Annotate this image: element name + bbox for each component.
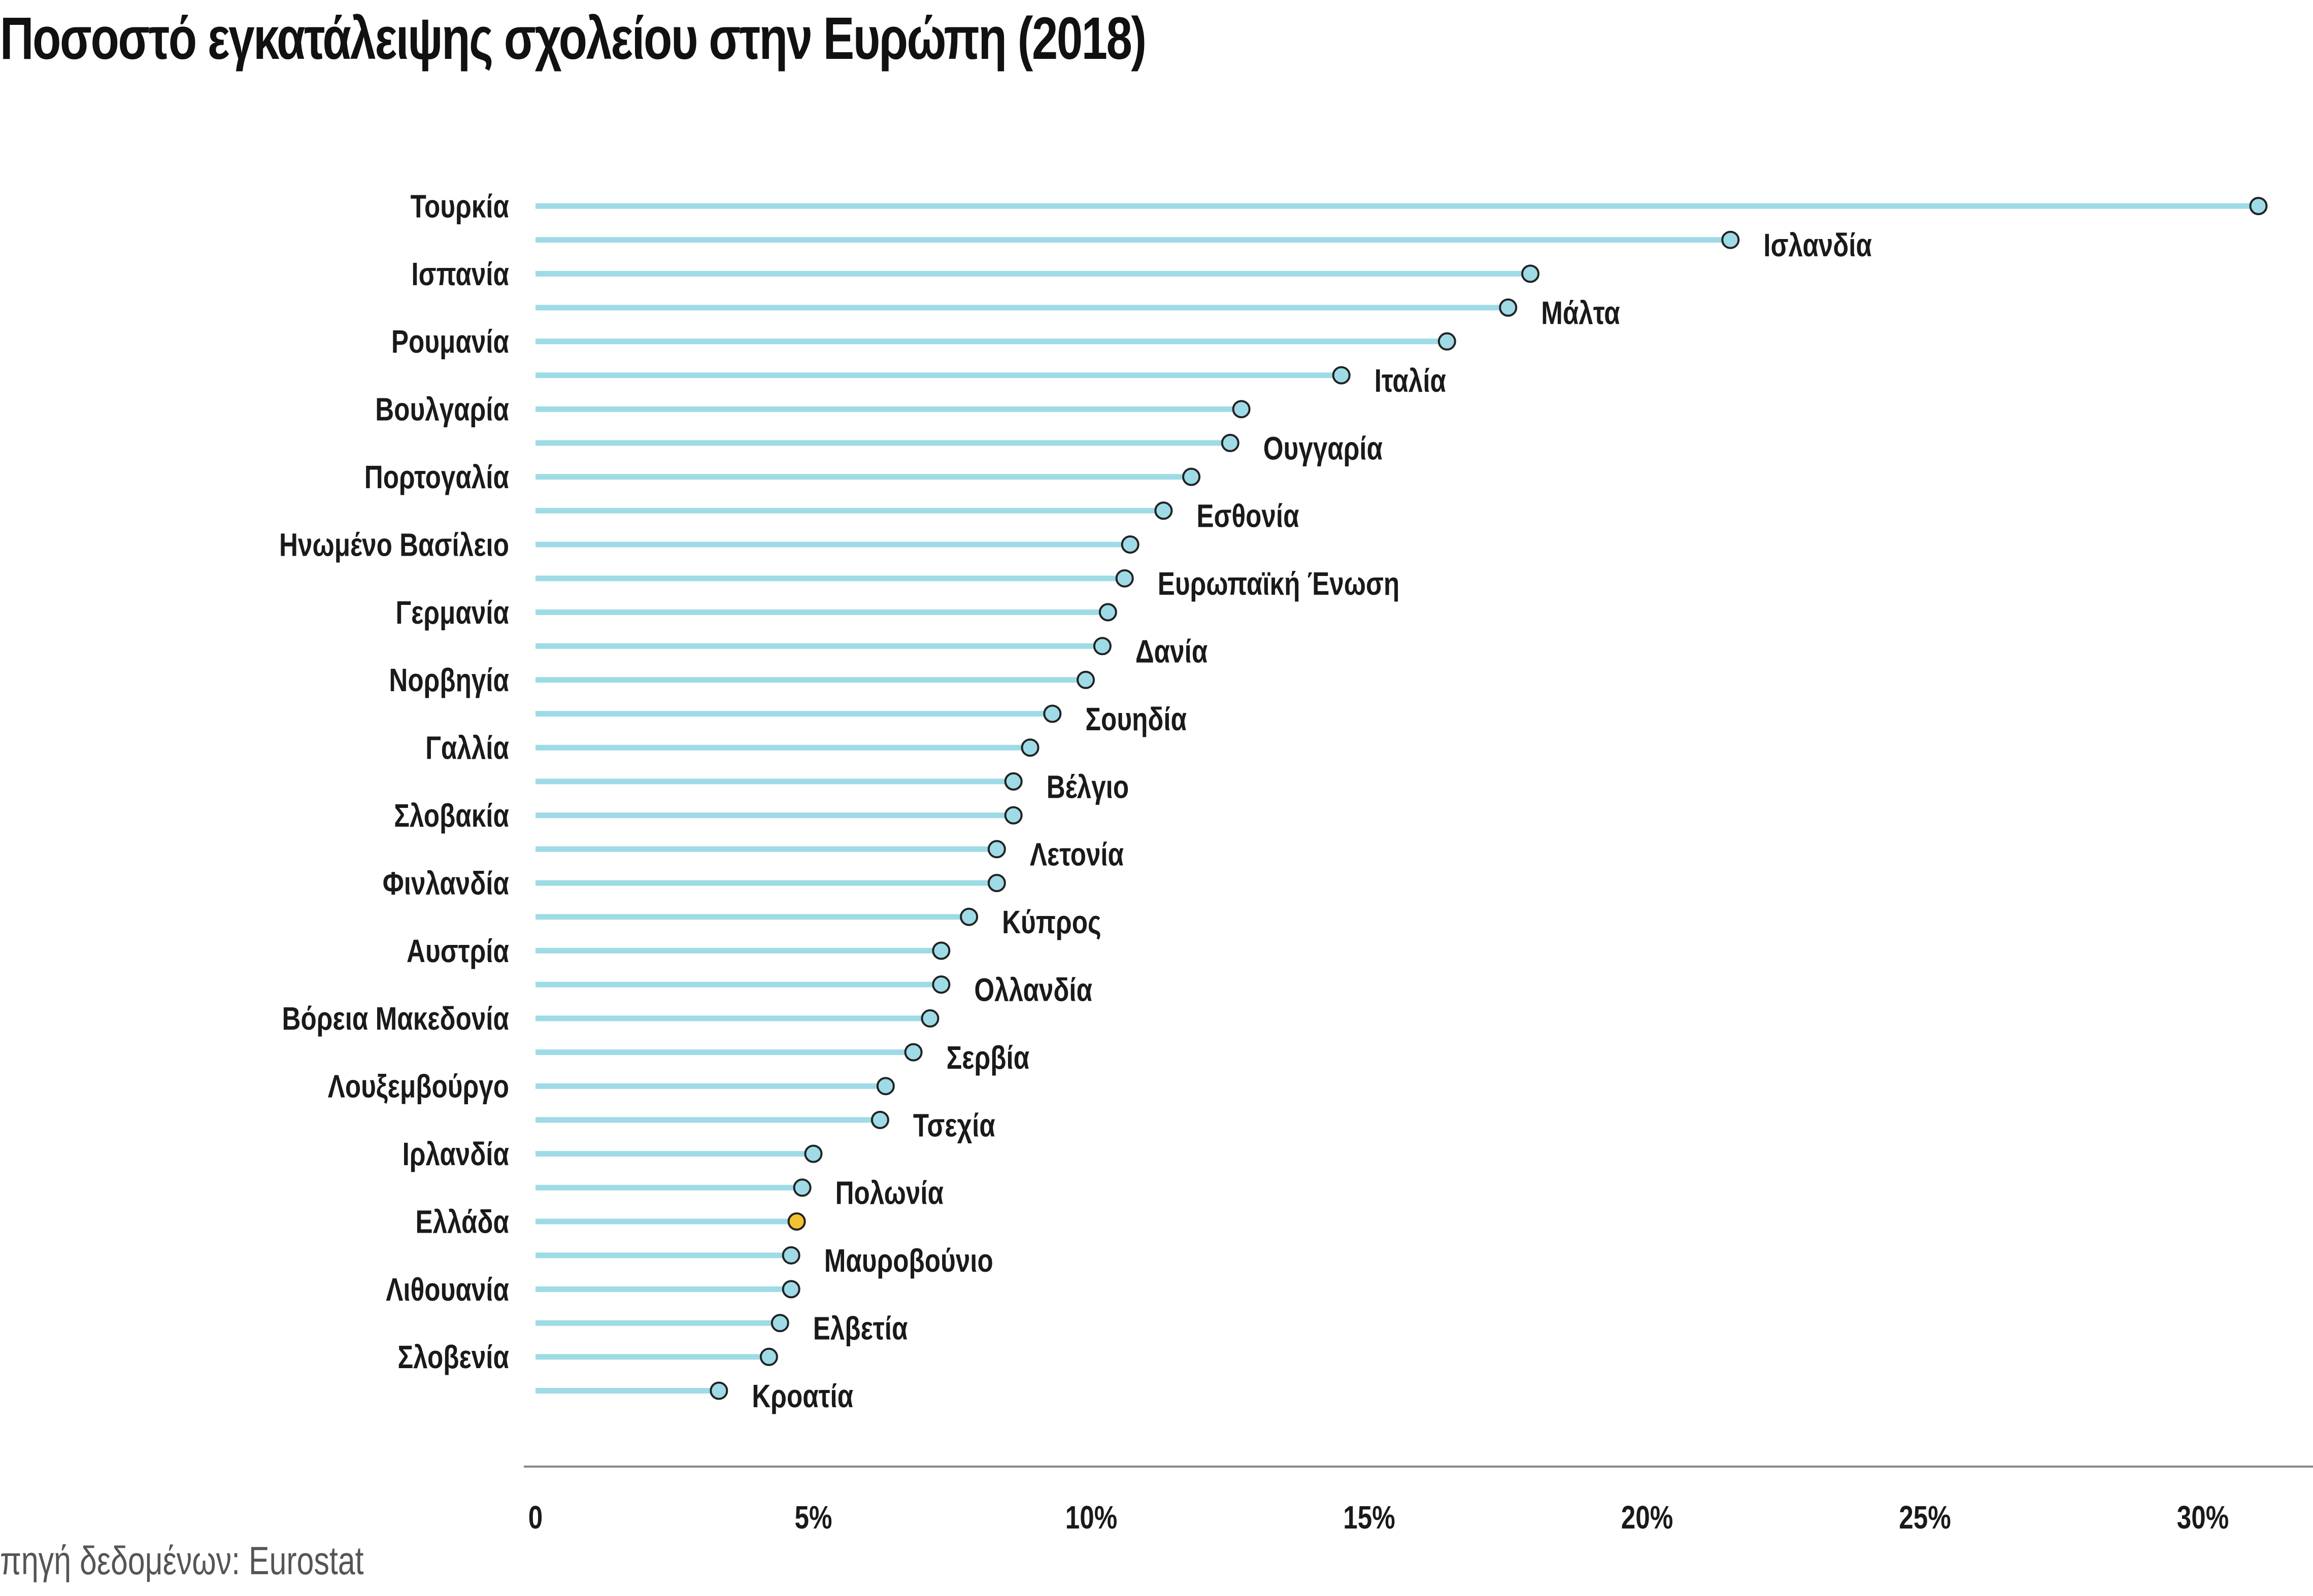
category-label-19: Λετονία xyxy=(1030,837,1124,873)
category-label-4: Ρουμανία xyxy=(391,324,509,360)
point-23 xyxy=(932,975,951,994)
x-tick-label-3: 15% xyxy=(1343,1500,1395,1536)
category-label-34: Σλοβενία xyxy=(397,1340,509,1376)
category-label-22: Αυστρία xyxy=(407,933,509,969)
category-label-20: Φινλανδία xyxy=(383,866,510,902)
point-30 xyxy=(787,1212,806,1231)
point-3 xyxy=(1499,298,1518,317)
category-label-1: Ισλανδία xyxy=(1763,228,1872,264)
x-tick-label-6: 30% xyxy=(2177,1500,2229,1536)
point-24 xyxy=(921,1009,940,1028)
point-4 xyxy=(1437,332,1456,351)
category-label-0: Τουρκία xyxy=(411,189,510,225)
point-26 xyxy=(876,1077,895,1096)
x-tick-label-5: 25% xyxy=(1899,1500,1951,1536)
x-axis-ticks: 0 5% 10% 15% 20% 25% 30% xyxy=(528,1500,2229,1536)
category-label-2: Ισπανία xyxy=(411,256,509,292)
category-label-26: Λουξεμβούργο xyxy=(328,1069,509,1105)
stems-layer xyxy=(535,203,2259,1394)
point-21 xyxy=(960,907,979,926)
point-17 xyxy=(1004,772,1023,791)
category-label-5: Ιταλία xyxy=(1375,363,1447,399)
chart-title: Ποσοστό εγκατάλειψης σχολείου στην Ευρώπ… xyxy=(0,5,1147,72)
point-7 xyxy=(1221,433,1239,452)
point-27 xyxy=(870,1110,889,1129)
point-32 xyxy=(782,1280,800,1299)
point-33 xyxy=(770,1314,789,1333)
point-8 xyxy=(1182,467,1201,486)
x-tick-label-2: 10% xyxy=(1065,1500,1117,1536)
point-31 xyxy=(782,1246,800,1265)
category-label-24: Βόρεια Μακεδονία xyxy=(282,1001,510,1037)
category-label-9: Εσθονία xyxy=(1196,498,1299,534)
point-16 xyxy=(1021,738,1040,757)
category-label-27: Τσεχία xyxy=(913,1108,995,1144)
category-label-11: Ευρωπαϊκή Ένωση xyxy=(1158,566,1400,602)
dots-layer xyxy=(710,197,2268,1400)
category-label-35: Κροατία xyxy=(752,1379,853,1415)
point-6 xyxy=(1232,400,1251,419)
x-tick-label-4: 20% xyxy=(1621,1500,1673,1536)
category-label-15: Σουηδία xyxy=(1085,702,1187,738)
point-0 xyxy=(2249,197,2268,215)
category-label-29: Πολωνία xyxy=(835,1175,944,1211)
category-label-12: Γερμανία xyxy=(395,595,509,631)
point-22 xyxy=(932,941,951,960)
point-28 xyxy=(804,1144,823,1163)
point-11 xyxy=(1115,569,1134,588)
category-label-32: Λιθουανία xyxy=(386,1272,509,1308)
category-label-18: Σλοβακία xyxy=(394,798,509,834)
point-20 xyxy=(987,874,1006,892)
category-label-10: Ηνωμένο Βασίλειο xyxy=(279,527,509,563)
point-35 xyxy=(710,1381,728,1400)
point-15 xyxy=(1043,704,1062,723)
point-9 xyxy=(1154,501,1173,520)
point-25 xyxy=(904,1043,923,1062)
category-label-8: Πορτογαλία xyxy=(364,460,510,496)
labels-layer: Τουρκία Ισλανδία Ισπανία Μάλτα Ρουμανία Ιταλί… xyxy=(279,189,1872,1414)
point-10 xyxy=(1121,535,1139,554)
category-label-23: Ολλανδία xyxy=(974,972,1092,1008)
category-label-25: Σερβία xyxy=(947,1040,1030,1076)
category-label-16: Γαλλία xyxy=(425,730,509,766)
point-19 xyxy=(987,840,1006,859)
category-label-6: Βουλγαρία xyxy=(375,392,509,428)
category-label-13: Δανία xyxy=(1135,634,1208,670)
point-14 xyxy=(1077,670,1095,689)
point-29 xyxy=(793,1178,812,1197)
category-label-33: Ελβετία xyxy=(813,1311,908,1347)
source-note: πηγή δεδομένων: Eurostat xyxy=(0,1538,364,1583)
point-1 xyxy=(1721,230,1740,249)
x-tick-label-1: 5% xyxy=(795,1500,832,1536)
x-tick-label-0: 0 xyxy=(528,1500,543,1536)
point-2 xyxy=(1521,264,1540,283)
point-13 xyxy=(1093,637,1112,656)
category-label-14: Νορβηγία xyxy=(389,663,509,699)
category-label-7: Ουγγαρία xyxy=(1263,431,1383,467)
category-label-30: Ελλάδα xyxy=(416,1204,510,1240)
category-label-31: Μαυροβούνιο xyxy=(824,1243,993,1279)
point-5 xyxy=(1332,366,1351,385)
category-label-21: Κύπρος xyxy=(1002,905,1101,941)
point-34 xyxy=(759,1347,778,1366)
category-label-3: Μάλτα xyxy=(1541,295,1620,331)
point-12 xyxy=(1098,603,1117,622)
category-label-17: Βέλγιο xyxy=(1047,769,1129,805)
point-18 xyxy=(1004,806,1023,825)
category-label-28: Ιρλανδία xyxy=(403,1137,510,1173)
